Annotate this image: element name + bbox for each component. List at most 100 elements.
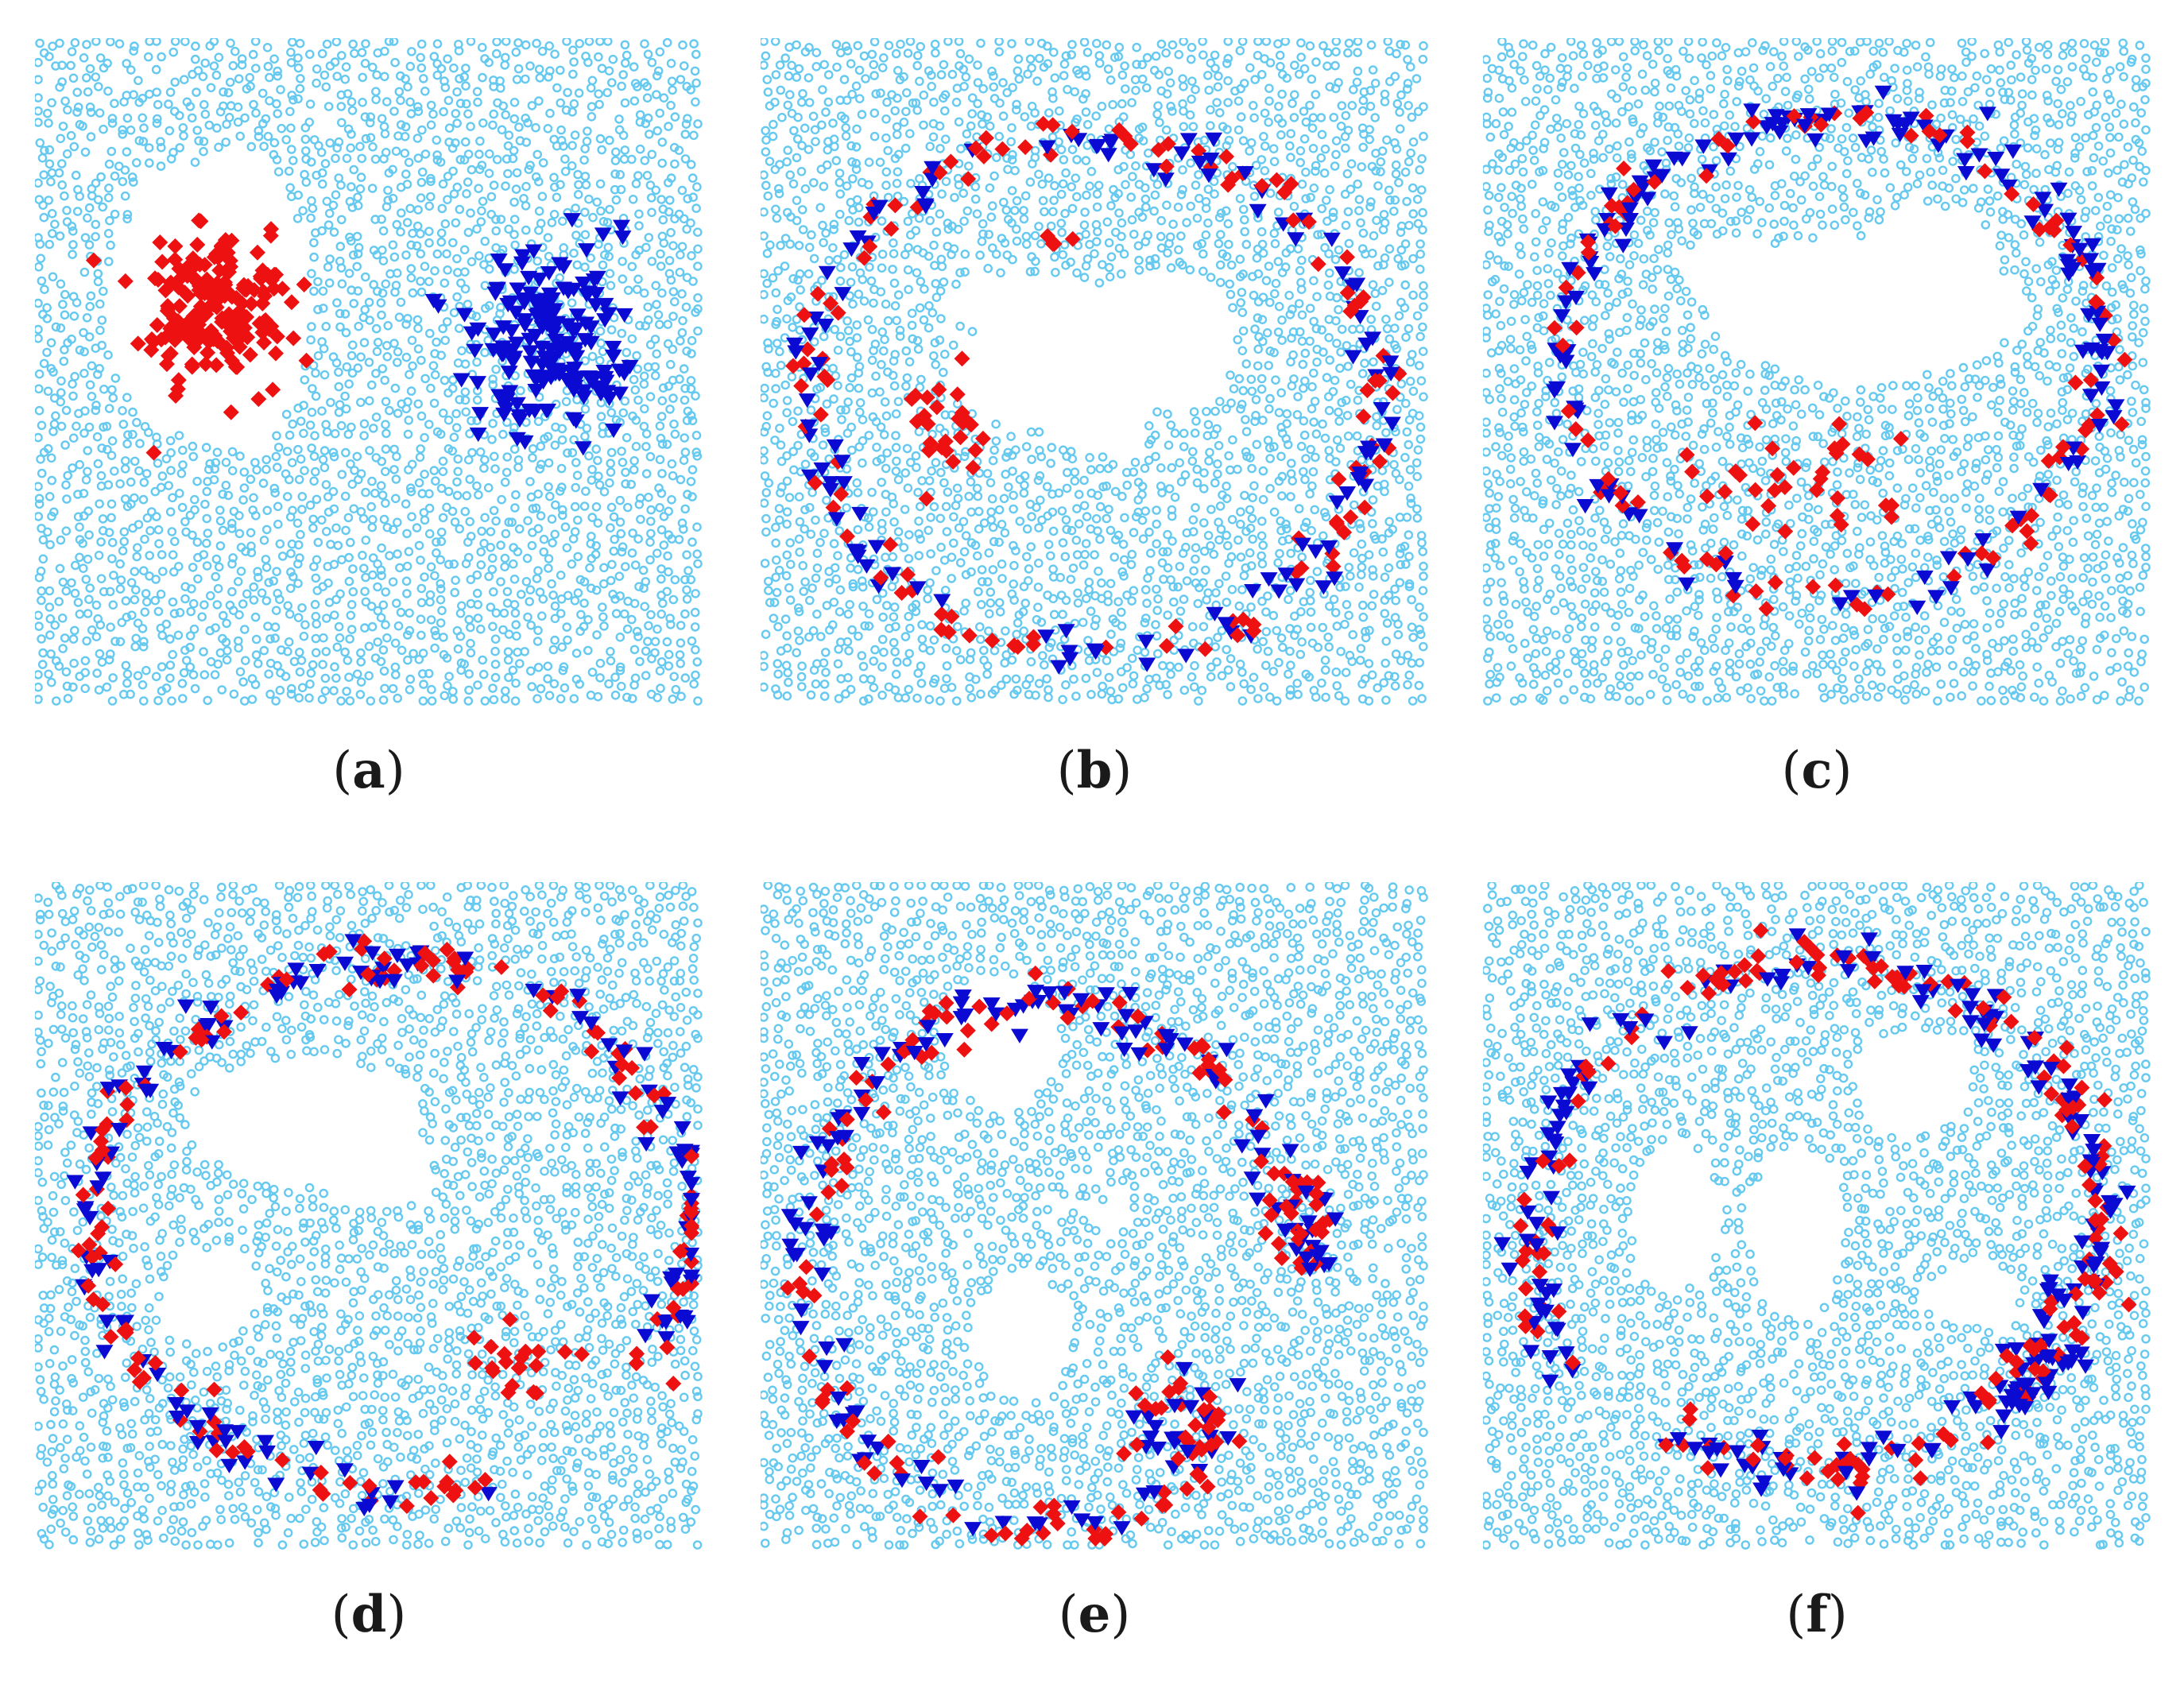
background-particle [1113,597,1123,607]
background-particle [353,286,363,296]
background-particle [1236,507,1245,517]
background-particle [397,645,407,656]
background-particle [407,47,416,56]
background-particle [197,612,207,622]
background-particle [548,645,559,655]
background-particle [1317,203,1327,214]
background-particle [1176,231,1186,241]
background-particle [818,440,828,450]
background-particle [544,554,554,563]
background-particle [1344,238,1354,249]
background-particle [449,63,459,73]
background-particle [1305,41,1315,51]
background-particle [1418,547,1428,556]
background-particle [285,183,295,192]
red-particle [170,279,187,296]
background-particle [947,552,957,563]
background-particle [1032,76,1042,86]
background-particle [610,672,620,683]
background-particle [490,672,501,683]
background-particle [843,610,854,619]
blue-particle [594,227,612,242]
background-particle [412,523,422,532]
background-particle [580,207,590,217]
background-particle [492,48,501,59]
background-particle [473,97,482,107]
background-particle [676,638,686,648]
background-particle [607,78,617,87]
background-particle [602,87,613,98]
background-particle [337,470,347,479]
background-particle [501,110,511,120]
background-particle [1380,486,1389,497]
background-particle [295,38,305,48]
background-particle [51,411,60,421]
background-particle [318,455,328,465]
background-particle [492,154,502,165]
background-particle [377,543,386,553]
red-particle [199,344,216,361]
background-particle [1320,242,1330,253]
background-particle [915,501,925,512]
background-particle [357,153,367,164]
background-particle [378,226,389,236]
background-particle [35,369,45,379]
background-particle [424,503,435,513]
background-particle [416,177,427,188]
background-particle [250,511,261,521]
background-particle [68,240,78,250]
blue-particle [499,297,517,312]
background-particle [202,486,212,497]
background-particle [389,339,399,348]
background-particle [311,391,321,401]
background-particle [939,478,949,488]
background-particle [1059,240,1070,250]
background-particle [1203,531,1214,540]
background-particle [438,408,448,418]
background-particle [173,630,184,641]
background-particle [1036,238,1046,249]
background-particle [1130,75,1140,85]
blue-particle [550,366,568,381]
background-particle [1240,226,1250,237]
background-particle [794,241,804,250]
panel-a [35,38,703,706]
background-particle [854,217,864,227]
background-particle [153,525,164,535]
background-particle [115,559,125,569]
background-particle [404,415,414,425]
background-particle [169,609,180,618]
background-particle [378,490,388,500]
background-particle [761,527,771,537]
background-particle [509,230,519,239]
background-particle [929,240,939,250]
background-particle [656,574,666,584]
background-particle [893,290,904,300]
background-particle [997,520,1007,529]
background-particle [285,106,295,117]
background-particle [126,499,136,509]
background-particle [460,387,470,397]
background-particle [881,507,891,517]
background-particle [560,166,571,176]
background-particle [1140,614,1151,623]
background-particle [425,597,435,607]
background-particle [907,209,917,219]
background-particle [467,165,477,175]
background-particle [644,493,653,502]
background-particle [879,430,889,439]
background-particle [521,181,531,192]
background-particle [466,648,476,658]
background-particle [877,250,888,259]
background-particle [889,238,898,248]
background-particle [498,429,508,439]
background-particle [331,190,341,199]
background-particle [904,554,914,563]
background-particle [1233,535,1243,545]
background-particle [472,224,482,234]
background-particle [591,585,602,595]
background-particle [1341,143,1350,153]
background-particle [249,582,259,592]
background-particle [366,380,377,390]
background-particle [293,63,304,73]
